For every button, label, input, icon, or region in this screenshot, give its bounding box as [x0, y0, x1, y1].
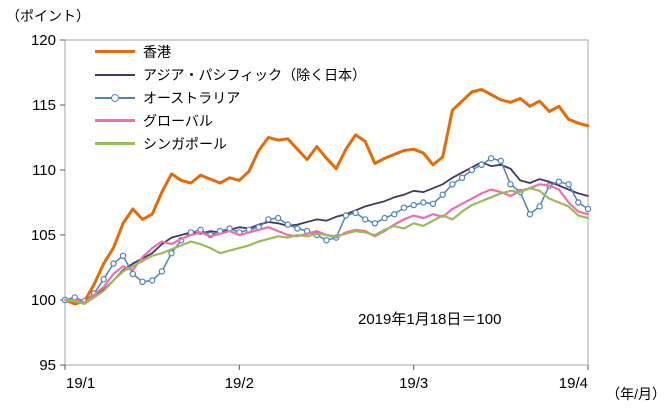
legend-item-asia-pacific: アジア・パシフィック（除く日本） — [95, 65, 366, 84]
series-marker-2 — [362, 216, 369, 223]
series-marker-2 — [507, 181, 514, 188]
series-line-1 — [64, 161, 589, 304]
series-marker-2 — [148, 277, 156, 284]
series-marker-2 — [526, 210, 534, 218]
series-marker-2 — [352, 209, 359, 217]
series-marker-2 — [410, 201, 417, 209]
series-marker-2 — [294, 225, 301, 232]
series-marker-2 — [284, 221, 291, 228]
legend-marker-dot — [111, 93, 119, 102]
y-tick-label: 100 — [31, 292, 56, 309]
series-marker-2 — [381, 214, 388, 222]
series-marker-2 — [468, 166, 475, 174]
legend-label-hongkong: 香港 — [143, 43, 171, 60]
legend-label-australia: オーストラリア — [143, 89, 241, 106]
series-marker-2 — [323, 236, 330, 244]
legend-item-hongkong: 香港 — [95, 42, 366, 61]
series-marker-2 — [449, 181, 456, 188]
series-marker-2 — [497, 157, 504, 165]
y-tick-label: 120 — [31, 32, 56, 49]
series-marker-2 — [265, 216, 272, 223]
x-tick-label: 19/1 — [66, 375, 95, 392]
legend-line-asia-pacific — [95, 73, 135, 76]
series-marker-2 — [458, 174, 466, 181]
series-marker-2 — [439, 191, 446, 198]
legend-line-global — [95, 119, 135, 122]
series-marker-2 — [139, 278, 146, 285]
series-marker-2 — [100, 276, 107, 283]
series-marker-2 — [400, 204, 408, 211]
series-marker-2 — [342, 212, 350, 219]
y-tick-label: 105 — [31, 227, 56, 244]
series-marker-2 — [565, 181, 572, 188]
series-marker-2 — [429, 200, 437, 207]
base-date-annotation: 2019年1月18日＝100 — [358, 311, 502, 328]
legend-item-global: グローバル — [95, 111, 366, 130]
legend-line-hongkong — [95, 50, 135, 53]
series-line-0 — [63, 87, 590, 306]
series-marker-2 — [119, 252, 127, 259]
legend-label-singapore: シンガポール — [143, 135, 227, 152]
series-line-4 — [63, 187, 590, 305]
y-axis-unit-label: （ポイント） — [6, 8, 90, 24]
y-tick-label: 110 — [32, 162, 56, 179]
legend-item-australia: オーストラリア — [95, 88, 366, 107]
series-marker-2 — [274, 214, 282, 222]
x-tick-label: 19/2 — [225, 375, 254, 392]
legend: 香港 アジア・パシフィック（除く日本） オーストラリア グローバル シンガポール — [95, 42, 366, 153]
legend-item-singapore: シンガポール — [95, 134, 366, 153]
series-marker-2 — [129, 270, 136, 278]
plot-border — [64, 39, 589, 366]
series-marker-2 — [575, 199, 582, 206]
legend-label-global: グローバル — [143, 112, 213, 129]
series-marker-2 — [555, 178, 563, 185]
x-tick-label: 19/3 — [399, 375, 428, 392]
y-tick-label: 95 — [39, 357, 56, 374]
x-axis-unit-label: （年/月） — [606, 386, 666, 402]
series-marker-2 — [168, 249, 175, 257]
x-tick-label: 19/4 — [559, 375, 588, 392]
series-marker-2 — [371, 220, 379, 227]
series-marker-2 — [420, 199, 427, 206]
legend-label-asia-pacific: アジア・パシフィック（除く日本） — [143, 66, 367, 83]
series-marker-2 — [536, 203, 543, 210]
legend-line-australia — [95, 93, 135, 102]
y-tick-label: 115 — [32, 97, 56, 114]
series-marker-2 — [110, 260, 117, 267]
legend-line-singapore — [95, 142, 135, 145]
series-marker-2 — [478, 161, 485, 168]
series-marker-2 — [584, 205, 592, 213]
series-marker-2 — [487, 155, 495, 162]
series-marker-2 — [158, 268, 166, 275]
series-marker-2 — [391, 210, 398, 218]
